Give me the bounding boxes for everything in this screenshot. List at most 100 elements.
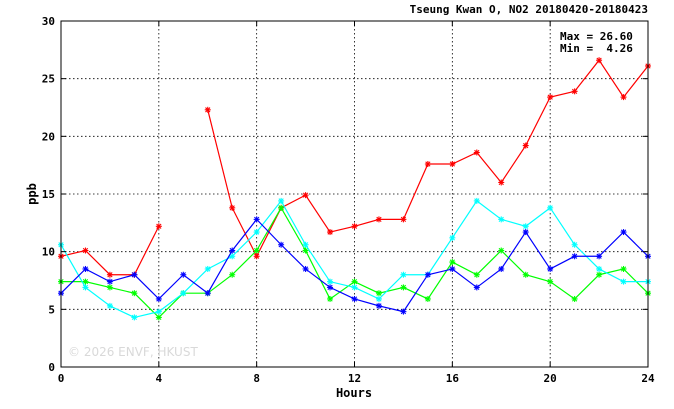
data-point [327,295,334,302]
data-point [473,284,480,291]
data-point [620,229,627,236]
data-point [522,271,529,278]
x-tick-label: 12 [348,372,361,385]
series-4 [58,216,651,315]
data-point [375,216,382,223]
data-point [278,197,285,204]
data-point [131,271,138,278]
data-point [498,216,505,223]
data-point [302,192,309,199]
data-point [498,265,505,272]
data-point [82,247,89,254]
data-point [180,271,187,278]
data-point [82,284,89,291]
data-point [375,302,382,309]
chart-title: Tseung Kwan O, NO2 20180420-20180423 [410,3,648,16]
data-point [327,278,334,285]
data-point [571,253,578,260]
series-line [60,59,649,276]
data-point [351,223,358,230]
y-tick-label: 0 [48,361,55,374]
data-point [82,265,89,272]
x-tick-label: 16 [446,372,460,385]
data-point [327,229,334,236]
x-tick-label: 20 [544,372,557,385]
data-point [596,271,603,278]
data-point [131,290,138,297]
data-point [400,284,407,291]
data-point [400,216,407,223]
data-point [253,247,260,254]
data-point [106,302,113,309]
data-point [620,94,627,101]
data-point [547,94,554,101]
y-tick-label: 30 [42,15,55,28]
data-point [449,161,456,168]
data-point [204,290,211,297]
data-point [204,265,211,272]
y-tick-label: 20 [42,130,55,143]
series-layer [58,57,651,321]
y-tick-label: 10 [42,246,55,259]
data-point [547,204,554,211]
data-point [473,271,480,278]
data-point [131,314,138,321]
data-point [180,290,187,297]
y-tick-label: 5 [48,303,55,316]
data-point [571,295,578,302]
data-point [82,278,89,285]
data-point [253,253,260,260]
data-point [302,265,309,272]
data-point [375,290,382,297]
data-point [547,265,554,272]
data-point [229,271,236,278]
data-point [571,88,578,95]
data-point [351,278,358,285]
data-point [473,149,480,156]
data-point [155,314,162,321]
data-point [449,259,456,266]
max-annotation: Max = 26.60 [560,30,633,43]
data-point [253,216,260,223]
data-point [498,247,505,254]
series-3 [58,197,651,321]
data-point [571,241,578,248]
data-point [155,295,162,302]
data-point [229,204,236,211]
y-tick-label: 15 [42,188,55,201]
data-point [522,229,529,236]
x-tick-label: 0 [58,372,65,385]
ticks-layer: 0 4 8 12 16 20 24 0 5 10 15 20 25 30 [42,15,655,385]
x-tick-label: 24 [641,372,655,385]
min-annotation: Min = 4.26 [560,42,633,55]
data-point [473,197,480,204]
data-point [596,265,603,272]
data-point [400,271,407,278]
data-point [449,265,456,272]
data-point [596,253,603,260]
data-point [449,234,456,241]
data-point [253,229,260,236]
data-point [351,295,358,302]
data-point [327,284,334,291]
watermark: © 2026 ENVF, HKUST [68,345,198,359]
data-point [106,278,113,285]
data-point [351,284,358,291]
data-point [302,241,309,248]
x-tick-label: 4 [156,372,163,385]
y-tick-label: 25 [42,73,55,86]
data-point [620,278,627,285]
series-2 [58,204,651,321]
data-point [522,142,529,149]
data-point [229,253,236,260]
data-point [522,223,529,230]
x-tick-label: 8 [253,372,260,385]
data-point [596,57,603,64]
data-point [155,223,162,230]
y-axis-label: ppb [25,183,39,205]
data-point [106,284,113,291]
data-point [547,278,554,285]
data-point [424,295,431,302]
data-point [424,161,431,168]
